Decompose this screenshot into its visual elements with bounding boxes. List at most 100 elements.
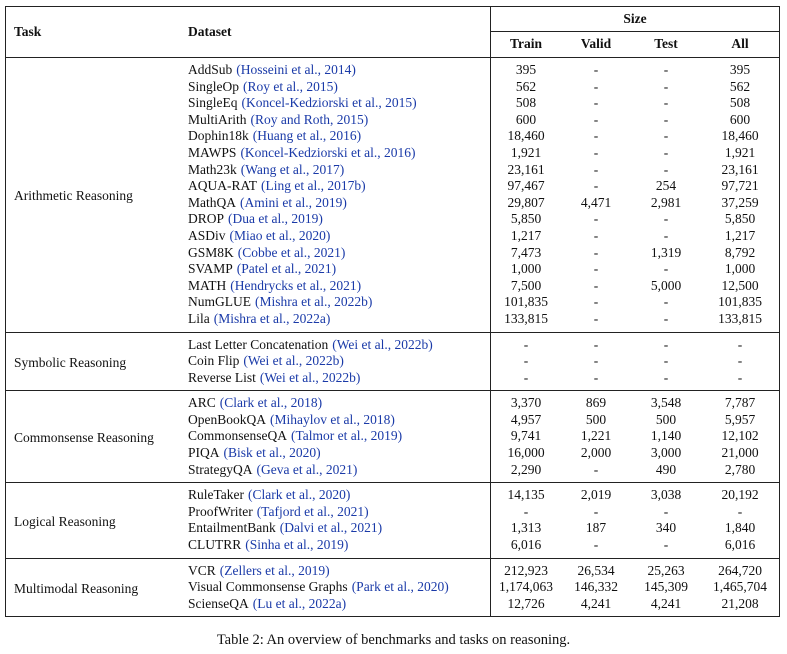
size-cell: 21,000	[721, 445, 759, 461]
size-cell: 6,016	[510, 537, 542, 553]
table-header: Task Dataset Size Train Valid Test All	[5, 6, 780, 58]
dataset-cell: GSM8K (Cobbe et al., 2021)	[184, 244, 491, 262]
dataset-cell: Math23k (Wang et al., 2017)	[184, 161, 491, 179]
size-cell: 2,981	[650, 194, 682, 210]
size-cell: 14,135	[507, 487, 545, 503]
citation: (Lu et al., 2022a)	[252, 595, 347, 611]
size-cell: 395	[515, 62, 537, 77]
dataset-name: ProofWriter	[188, 503, 253, 519]
size-cell: 12,102	[721, 428, 759, 444]
size-cell: -	[593, 78, 599, 94]
size-cell: 2,290	[510, 461, 542, 477]
table-row: Arithmetic Reasoning AddSub (Hosseini et a…	[6, 57, 780, 203]
dataset-name: DROP	[188, 211, 225, 227]
size-cell: 562	[515, 78, 537, 94]
size-cell: 6,016	[724, 537, 756, 553]
size-cell: 20,192	[721, 487, 759, 503]
size-cell: 2,000	[580, 445, 612, 461]
size-cell: -	[593, 261, 599, 277]
citation: (Roy and Roth, 2015)	[250, 111, 369, 127]
size-cell: -	[663, 227, 669, 243]
size-cell: -	[593, 178, 599, 194]
size-cell: -	[593, 128, 599, 144]
citation: (Miao et al., 2020)	[229, 227, 331, 243]
table-row: Coin Flip (Wei et al., 2022b) - - - -	[6, 353, 780, 370]
size-cell: -	[593, 161, 599, 177]
size-cell: -	[737, 353, 743, 369]
table-row: MathQA (Amini et al., 2019) 29,807 4,471 2,9…	[6, 194, 780, 212]
table-row: ScienseQA (Lu et al., 2022a) 12,726 4,241 4,…	[6, 595, 780, 617]
size-cell: 12,500	[721, 277, 759, 293]
size-cell: 1,000	[724, 261, 756, 277]
dataset-name: MultiArith	[188, 111, 247, 127]
table-row: Symbolic Reasoning Last Letter Concatenat…	[6, 332, 780, 370]
size-cell: -	[663, 161, 669, 177]
size-cell: -	[663, 369, 669, 385]
table-row: Commonsense Reasoning ARC (Clark et al., 2…	[6, 390, 780, 445]
size-cell: -	[593, 95, 599, 111]
dataset-name: SVAMP	[188, 261, 233, 277]
size-cell: -	[663, 211, 669, 227]
size-cell: -	[663, 78, 669, 94]
dataset-name: ARC	[188, 395, 216, 411]
size-cell: 1,840	[724, 520, 756, 536]
size-cell: 500	[655, 411, 677, 427]
size-cell: -	[663, 95, 669, 111]
table-row: ASDiv (Miao et al., 2020) 1,217 - - 1,217	[6, 227, 780, 245]
size-cell: 21,208	[721, 595, 759, 611]
size-cell: 97,721	[721, 178, 759, 194]
citation: (Tafjord et al., 2021)	[256, 503, 369, 519]
dataset-cell: MathQA (Amini et al., 2019)	[184, 194, 491, 212]
citation: (Mishra et al., 2022b)	[255, 294, 373, 310]
size-cell: 7,500	[510, 277, 542, 293]
dataset-name: MathQA	[188, 194, 236, 210]
dataset-cell: SVAMP (Patel et al., 2021)	[184, 261, 491, 278]
citation: (Koncel-Kedziorski et al., 2015)	[241, 95, 417, 111]
size-cell: 18,460	[507, 128, 545, 144]
size-cell: 101,835	[504, 294, 548, 310]
dataset-name: Last Letter Concatenation	[188, 336, 329, 352]
size-cell: 264,720	[718, 562, 762, 578]
size-cell: 1,000	[510, 261, 542, 277]
size-cell: -	[523, 503, 529, 519]
dataset-name: ScienseQA	[188, 595, 249, 611]
dataset-cell: AQUA-RAT (Ling et al., 2017b)	[184, 178, 491, 195]
table-row: SVAMP (Patel et al., 2021) 1,000 - - 1,000	[6, 261, 780, 278]
header-cell: All	[731, 36, 749, 52]
table-row: Reverse List (Wei et al., 2022b) - - - -	[6, 369, 780, 391]
dataset-cell: ProofWriter (Tafjord et al., 2021)	[184, 503, 491, 521]
citation: (Wei et al., 2022b)	[243, 353, 344, 369]
table-row: Dophin18k (Huang et al., 2016) 18,460 - - 18,…	[6, 128, 780, 145]
dataset-cell: ARC (Clark et al., 2018)	[184, 390, 491, 412]
size-cell: 340	[655, 520, 677, 536]
dataset-cell: Visual Commonsense Graphs (Park et al., 2…	[184, 579, 491, 596]
size-cell: -	[593, 227, 599, 243]
dataset-cell: ASDiv (Miao et al., 2020)	[184, 227, 491, 245]
table-row: NumGLUE (Mishra et al., 2022b) 101,835 - - 10…	[6, 294, 780, 311]
size-cell: 29,807	[507, 194, 545, 210]
caption: Table 2: An overview of benchmarks and t…	[216, 632, 571, 648]
dataset-cell: Lila (Mishra et al., 2022a)	[184, 310, 491, 332]
dataset-name: Visual Commonsense Graphs	[188, 579, 348, 595]
dataset-name: MAWPS	[188, 144, 237, 160]
dataset-name: Reverse List	[188, 369, 256, 385]
size-cell: -	[663, 111, 669, 127]
dataset-cell: ScienseQA (Lu et al., 2022a)	[184, 595, 491, 617]
size-cell: -	[663, 128, 669, 144]
citation: (Koncel-Kedziorski et al., 2016)	[240, 144, 416, 160]
dataset-name: Math23k	[188, 161, 237, 177]
size-cell: 18,460	[721, 128, 759, 144]
size-cell: -	[663, 503, 669, 519]
size-cell: 7,787	[724, 395, 756, 411]
size-cell: 3,038	[650, 487, 682, 503]
size-cell: 9,741	[510, 428, 542, 444]
size-cell: 3,000	[650, 445, 682, 461]
dataset-cell: AddSub (Hosseini et al., 2014)	[184, 57, 491, 79]
citation: (Patel et al., 2021)	[236, 261, 337, 277]
dataset-name: Coin Flip	[188, 353, 240, 369]
citation: (Ling et al., 2017b)	[261, 178, 366, 194]
size-cell: -	[593, 336, 599, 352]
citation: (Cobbe et al., 2021)	[237, 244, 346, 260]
table-row: Lila (Mishra et al., 2022a) 133,815 - - 133,8…	[6, 310, 780, 332]
size-cell: -	[593, 461, 599, 477]
